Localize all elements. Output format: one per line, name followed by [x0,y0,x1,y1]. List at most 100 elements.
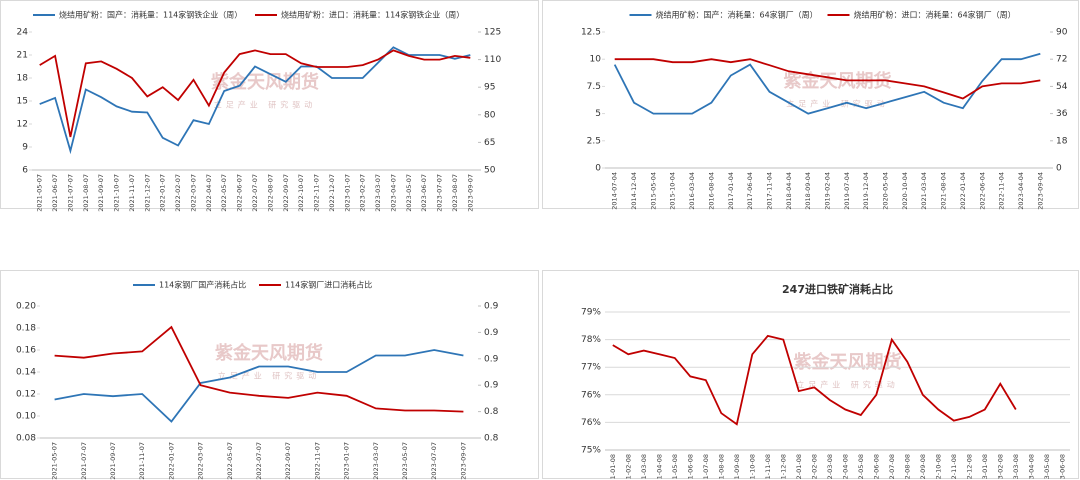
x-tick-label: 2022-08-07 [266,174,274,212]
y-tick-label: 79% [581,308,601,318]
x-tick-label: 2021-08-04 [940,172,948,210]
y-tick-label: 15 [17,97,28,107]
x-tick-label: 2022-12-08 [965,454,973,480]
y-tick-label: 0.20 [16,302,36,312]
y2-tick-label: 65 [484,138,495,148]
x-tick-label: 2022-01-08 [795,454,803,480]
x-tick-label: 2014-07-04 [611,172,619,210]
x-tick-label: 2017-06-04 [746,172,754,210]
watermark-sub: 立足产业 研究驱动 [214,100,317,110]
panel-border [542,270,1079,479]
x-tick-label: 2022-02-08 [810,454,818,480]
y-tick-label: 0.10 [16,412,36,422]
y2-tick-label: 50 [484,166,496,176]
y-tick-label: 76% [581,418,601,428]
y2-tick-label: 0.9 [484,381,499,391]
x-tick-label: 2021-02-08 [624,454,632,480]
y2-tick-label: 90 [1056,28,1068,38]
y-tick-label: 5 [595,109,601,119]
x-tick-label: 2019-12-04 [862,172,870,210]
x-tick-label: 2023-01-07 [343,442,351,480]
panel-border [542,0,1079,209]
x-tick-label: 2014-12-04 [630,172,638,210]
chart-title: 247进口铁矿消耗占比 [782,282,893,296]
y-tick-label: 7.5 [587,82,601,92]
watermark-sub: 立足产业 研究驱动 [786,99,889,109]
y2-tick-label: 54 [1056,82,1068,92]
x-tick-label: 2022-07-07 [255,442,263,480]
x-tick-label: 2023-09-07 [459,442,467,480]
x-tick-label: 2022-09-07 [284,442,292,480]
x-tick-label: 2023-03-07 [374,174,382,212]
x-tick-label: 2021-06-07 [51,174,59,212]
x-tick-label: 2022-05-08 [857,454,865,480]
x-tick-label: 2023-06-07 [420,174,428,212]
series-line [54,325,464,413]
x-tick-label: 2021-01-08 [609,454,617,480]
series-line [39,49,471,138]
x-tick-label: 2023-06-08 [1058,454,1066,480]
x-tick-label: 2023-04-04 [1017,172,1025,210]
x-tick-label: 2021-11-07 [128,174,136,212]
y2-tick-label: 18 [1056,136,1068,146]
x-tick-label: 2021-11-08 [764,454,772,480]
x-tick-label: 2022-04-07 [205,174,213,212]
y-tick-label: 76% [581,390,601,400]
x-tick-label: 2021-09-08 [733,454,741,480]
x-tick-label: 2021-10-07 [113,174,121,212]
x-tick-label: 2023-09-07 [466,174,474,212]
x-tick-label: 2021-12-08 [779,454,787,480]
y2-tick-label: 72 [1056,55,1067,65]
x-tick-label: 2023-01-07 [343,174,351,212]
x-tick-label: 2023-04-07 [389,174,397,212]
legend-label: 烧结用矿粉：国产：消耗量：64家钢厂（周） [656,10,818,20]
x-tick-label: 2022-07-07 [251,174,259,212]
x-tick-label: 2022-01-04 [959,172,967,210]
y2-tick-label: 36 [1056,109,1068,119]
x-tick-label: 2022-03-07 [189,174,197,212]
series-line [614,58,1041,100]
y-tick-label: 18 [17,74,29,84]
x-tick-label: 2022-01-07 [167,442,175,480]
x-tick-label: 2021-07-08 [702,454,710,480]
y-tick-label: 0.16 [16,346,36,356]
y-tick-label: 0.08 [16,434,36,444]
y2-tick-label: 0.9 [484,354,499,364]
x-tick-label: 2021-05-08 [671,454,679,480]
series-line [39,46,471,155]
legend-label: 烧结用矿粉：进口：消耗量：114家钢铁企业（周） [281,10,464,20]
y2-tick-label: 80 [484,110,496,120]
x-tick-label: 2022-08-08 [903,454,911,480]
watermark: 紫金天风期货 [215,342,323,364]
x-tick-label: 2022-04-08 [841,454,849,480]
x-tick-label: 2018-04-04 [785,172,793,210]
x-tick-label: 2021-07-07 [80,442,88,480]
y2-tick-label: 95 [484,83,495,93]
x-tick-label: 2016-03-04 [688,172,696,210]
y2-tick-label: 110 [484,55,501,65]
x-tick-label: 2022-11-08 [950,454,958,480]
x-tick-label: 2023-01-08 [981,454,989,480]
x-tick-label: 2021-04-08 [655,454,663,480]
y-tick-label: 12 [17,120,28,130]
x-tick-label: 2022-03-07 [197,442,205,480]
x-tick-label: 2023-02-07 [359,174,367,212]
x-tick-label: 2023-09-04 [1036,172,1044,210]
x-tick-label: 2021-08-07 [82,174,90,212]
y2-tick-label: 0 [1056,164,1062,174]
x-tick-label: 2021-03-04 [920,172,928,210]
y-tick-label: 0.12 [16,390,36,400]
x-tick-label: 2023-08-07 [451,174,459,212]
x-tick-label: 2021-11-07 [138,442,146,480]
x-tick-label: 2023-03-07 [372,442,380,480]
watermark-sub: 立足产业 研究驱动 [218,371,321,381]
x-tick-label: 2023-07-07 [430,442,438,480]
x-tick-label: 2021-12-07 [143,174,151,212]
y-tick-label: 10 [590,55,602,65]
x-tick-label: 2022-06-08 [872,454,880,480]
